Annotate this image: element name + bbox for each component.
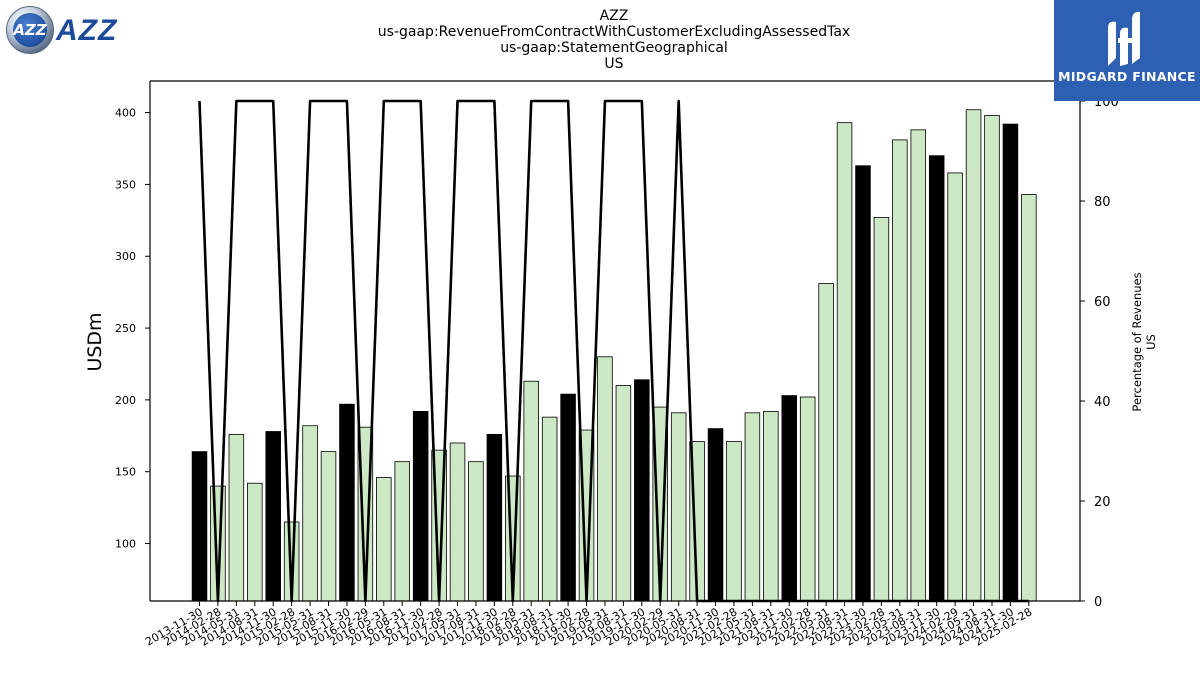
- chart-subtitle-member: US: [604, 56, 624, 72]
- bar-2015-05-31: [302, 425, 318, 602]
- bar-2024-11-30: [1002, 123, 1019, 602]
- bar-2025-02-28: [1021, 194, 1037, 602]
- bar-2022-05-31: [818, 283, 834, 602]
- bar-2015-11-30: [339, 403, 355, 602]
- bar-2017-08-31: [468, 461, 484, 602]
- bar-2022-08-31: [836, 122, 853, 602]
- bar-2017-05-31: [449, 442, 466, 602]
- bar-2021-02-28: [726, 441, 742, 602]
- bar-2021-11-30: [781, 395, 798, 602]
- bar-2022-11-30: [855, 165, 871, 602]
- bar-2016-08-31: [394, 461, 410, 602]
- left-y-ticks: 100 150 200 250 300 350 400: [115, 107, 150, 551]
- y2-tick-label: 60: [1094, 295, 1111, 310]
- bar-2019-08-31: [615, 385, 632, 602]
- bar-2018-11-30: [560, 393, 576, 602]
- azz-logo-mark: AZZ: [6, 6, 54, 54]
- chart-title: AZZ: [599, 8, 629, 24]
- bar-2016-05-31: [376, 477, 392, 602]
- azz-logo-wordmark: AZZ: [56, 14, 118, 47]
- bar-2014-05-31: [228, 433, 245, 602]
- bar-2021-05-31: [744, 412, 761, 602]
- bar-2024-05-31: [965, 109, 982, 602]
- bar-2016-11-30: [412, 410, 429, 602]
- bar-2022-02-28: [799, 396, 816, 602]
- axes: [149, 80, 1081, 602]
- chart-subtitle-axis: us-gaap:StatementGeographical: [500, 40, 728, 56]
- right-y-axis-label: Percentage of Revenues US: [1130, 272, 1158, 411]
- y-tick-label: 250: [115, 322, 136, 335]
- azz-logo-mark-text: AZZ: [13, 13, 47, 47]
- bar-2023-02-28: [873, 217, 890, 602]
- y2-tick-label: 80: [1094, 195, 1111, 210]
- right-y-axis-label-line-1: Percentage of Revenues: [1130, 272, 1144, 411]
- midgard-finance-logo: MIDGARD FINANCE: [1054, 0, 1200, 101]
- bar-2018-05-31: [523, 380, 539, 602]
- y-tick-label: 200: [115, 394, 136, 407]
- bar-2024-08-31: [984, 115, 1000, 602]
- y-axis-label: USDm: [84, 312, 106, 371]
- bar-2023-05-31: [892, 139, 908, 602]
- bar-2019-05-31: [597, 356, 613, 602]
- bar-2018-08-31: [541, 416, 558, 602]
- x-ticks: 2013-11-302014-02-282014-05-312014-08-31…: [143, 601, 1034, 649]
- bar-2014-11-30: [265, 431, 281, 602]
- bar-2017-11-30: [486, 433, 503, 602]
- bar-series: [191, 109, 1037, 602]
- chart-title-block: AZZ us-gaap:RevenueFromContractWithCusto…: [300, 8, 928, 72]
- right-y-axis-label-line-2: US: [1144, 334, 1158, 350]
- midgard-emblem-icon: [1108, 11, 1140, 67]
- bar-2020-11-30: [707, 428, 724, 602]
- midgard-finance-wordmark: MIDGARD FINANCE: [1058, 69, 1196, 84]
- y2-tick-label: 0: [1094, 595, 1102, 610]
- y-tick-label: 300: [115, 250, 136, 263]
- bar-2015-08-31: [320, 451, 337, 602]
- bar-2020-05-31: [670, 412, 687, 602]
- chart-subtitle-concept: us-gaap:RevenueFromContractWithCustomerE…: [377, 24, 851, 40]
- bar-2021-08-31: [763, 410, 779, 602]
- y-tick-label: 400: [115, 107, 136, 120]
- y-tick-label: 150: [115, 466, 136, 479]
- y-tick-label: 100: [115, 538, 136, 551]
- y2-tick-label: 40: [1094, 395, 1111, 410]
- y2-tick-label: 20: [1094, 495, 1111, 510]
- azz-logo: AZZ AZZ: [4, 4, 144, 56]
- bar-2023-08-31: [910, 129, 927, 602]
- bar-2019-11-30: [634, 379, 650, 602]
- bar-2023-11-30: [928, 155, 945, 602]
- y-tick-label: 350: [115, 178, 136, 191]
- bar-2014-08-31: [247, 482, 263, 602]
- bar-2013-11-30: [191, 451, 208, 602]
- bar-2024-02-29: [947, 172, 963, 602]
